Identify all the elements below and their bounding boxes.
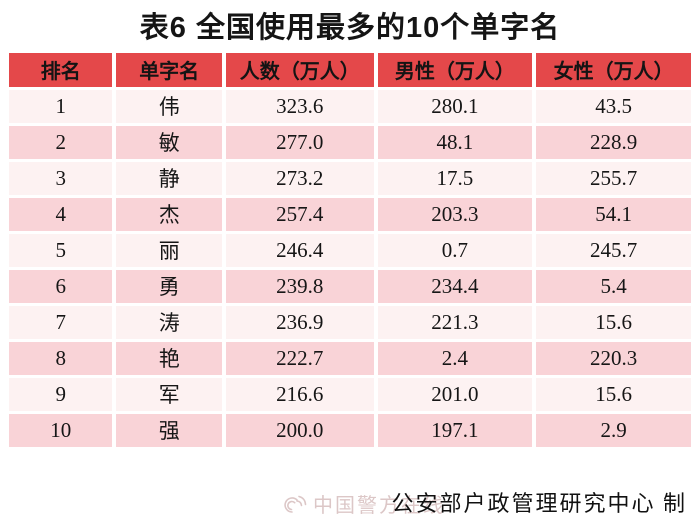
cell-female: 2.9 — [536, 413, 691, 447]
cell-female: 54.1 — [536, 197, 691, 231]
header-rank: 排名 — [9, 52, 113, 87]
table-row: 5 丽 246.4 0.7 245.7 — [9, 233, 691, 267]
cell-rank: 3 — [9, 161, 113, 195]
header-male: 男性（万人） — [377, 52, 533, 87]
watermark-text: 中国警方在线 — [313, 495, 445, 517]
cell-total: 239.8 — [225, 269, 374, 303]
cell-name: 伟 — [116, 89, 222, 123]
table-row: 6 勇 239.8 234.4 5.4 — [9, 269, 691, 303]
cell-rank: 4 — [9, 197, 113, 231]
header-total: 人数（万人） — [225, 52, 374, 87]
cell-name: 勇 — [116, 269, 222, 303]
cell-male: 2.4 — [377, 341, 533, 375]
table-row: 8 艳 222.7 2.4 220.3 — [9, 341, 691, 375]
source-credit: 公安部户政管理研究中心 制 — [391, 491, 687, 516]
cell-name: 艳 — [116, 341, 222, 375]
cell-female: 15.6 — [536, 305, 691, 339]
cell-rank: 10 — [9, 413, 113, 447]
cell-total: 236.9 — [225, 305, 374, 339]
cell-male: 234.4 — [377, 269, 533, 303]
cell-male: 203.3 — [377, 197, 533, 231]
cell-female: 5.4 — [536, 269, 691, 303]
table-row: 10 强 200.0 197.1 2.9 — [9, 413, 691, 447]
cell-rank: 9 — [9, 377, 113, 411]
table-row: 3 静 273.2 17.5 255.7 — [9, 161, 691, 195]
cell-total: 277.0 — [225, 125, 374, 159]
cell-total: 273.2 — [225, 161, 374, 195]
watermark: 中国警方在线 — [280, 489, 445, 518]
page-title: 表6 全国使用最多的10个单字名 — [139, 12, 561, 44]
cell-female: 228.9 — [536, 125, 691, 159]
cell-total: 216.6 — [225, 377, 374, 411]
cell-total: 257.4 — [225, 197, 374, 231]
cell-female: 255.7 — [536, 161, 691, 195]
cell-female: 220.3 — [536, 341, 691, 375]
cell-total: 200.0 — [225, 413, 374, 447]
cell-rank: 8 — [9, 341, 113, 375]
cell-total: 246.4 — [225, 233, 374, 267]
table-header-row: 排名 单字名 人数（万人） 男性（万人） 女性（万人） — [9, 52, 691, 87]
table-row: 1 伟 323.6 280.1 43.5 — [9, 89, 691, 123]
table-row: 4 杰 257.4 203.3 54.1 — [9, 197, 691, 231]
cell-male: 48.1 — [377, 125, 533, 159]
cell-rank: 1 — [9, 89, 113, 123]
cell-female: 245.7 — [536, 233, 691, 267]
cell-male: 197.1 — [377, 413, 533, 447]
cell-rank: 7 — [9, 305, 113, 339]
cell-female: 15.6 — [536, 377, 691, 411]
cell-male: 221.3 — [377, 305, 533, 339]
table-row: 2 敏 277.0 48.1 228.9 — [9, 125, 691, 159]
cell-total: 222.7 — [225, 341, 374, 375]
cell-name: 静 — [116, 161, 222, 195]
cell-name: 强 — [116, 413, 222, 447]
megaphone-icon — [280, 492, 308, 516]
single-character-name-table: 排名 单字名 人数（万人） 男性（万人） 女性（万人） 1 伟 323.6 28… — [5, 50, 695, 450]
cell-name: 敏 — [116, 125, 222, 159]
cell-rank: 6 — [9, 269, 113, 303]
cell-male: 201.0 — [377, 377, 533, 411]
table-row: 7 涛 236.9 221.3 15.6 — [9, 305, 691, 339]
cell-name: 军 — [116, 377, 222, 411]
cell-total: 323.6 — [225, 89, 374, 123]
table-row: 9 军 216.6 201.0 15.6 — [9, 377, 691, 411]
cell-rank: 2 — [9, 125, 113, 159]
header-female: 女性（万人） — [536, 52, 691, 87]
cell-male: 0.7 — [377, 233, 533, 267]
cell-name: 丽 — [116, 233, 222, 267]
header-name: 单字名 — [116, 52, 222, 87]
cell-name: 涛 — [116, 305, 222, 339]
cell-female: 43.5 — [536, 89, 691, 123]
cell-name: 杰 — [116, 197, 222, 231]
cell-male: 280.1 — [377, 89, 533, 123]
cell-male: 17.5 — [377, 161, 533, 195]
cell-rank: 5 — [9, 233, 113, 267]
